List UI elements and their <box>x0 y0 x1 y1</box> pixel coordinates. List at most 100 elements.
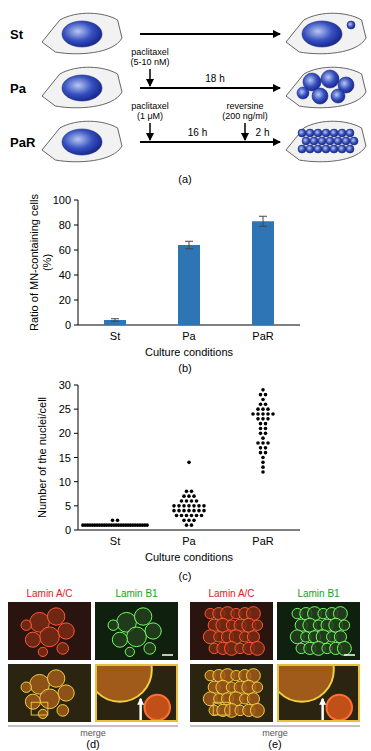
dot <box>172 504 176 508</box>
dot <box>266 417 270 421</box>
dot <box>202 504 206 508</box>
dot <box>261 407 265 411</box>
channel-label: Lamin B1 <box>297 588 340 599</box>
nucleus-blob <box>25 632 40 647</box>
plot-area <box>104 216 274 325</box>
dot <box>197 509 201 513</box>
nucleus <box>338 129 346 137</box>
dot <box>116 519 120 523</box>
dot <box>192 509 196 513</box>
y-tick <box>74 481 78 482</box>
x-axis <box>78 530 300 531</box>
nucleus <box>331 89 345 103</box>
y-tick-label: 0 <box>65 319 71 331</box>
pointer-arrow <box>139 699 142 721</box>
dot <box>264 432 268 436</box>
nucleus <box>298 129 306 137</box>
micrograph-bg <box>190 602 273 660</box>
channel-label: Lamin B1 <box>115 588 158 599</box>
y-axis <box>78 200 79 325</box>
zoom-frame <box>278 665 359 721</box>
y-axis-label: Ratio of MN-containing cells <box>28 194 40 331</box>
dot <box>190 514 194 518</box>
dot <box>261 465 265 469</box>
nucleus <box>322 145 330 153</box>
bar <box>178 245 200 325</box>
nucleus-blob <box>58 685 74 701</box>
dot <box>256 412 260 416</box>
nucleus-blob <box>250 703 264 717</box>
y-tick-label: 15 <box>59 452 71 464</box>
y-tick <box>74 300 78 301</box>
dot <box>187 509 191 513</box>
time-label: 18 h <box>205 73 224 84</box>
dot <box>177 509 181 513</box>
dot <box>190 523 194 527</box>
cell <box>42 67 122 108</box>
dot <box>182 494 186 498</box>
dot <box>251 412 255 416</box>
merge-label: merge <box>262 728 288 738</box>
dot <box>197 504 201 508</box>
dot <box>259 393 263 397</box>
dot <box>266 412 270 416</box>
dot <box>266 441 270 445</box>
error-cap <box>111 321 119 322</box>
dot <box>259 422 263 426</box>
dot <box>259 403 263 407</box>
dot <box>185 523 189 527</box>
error-bar <box>259 216 267 226</box>
nucleus <box>302 21 342 47</box>
nucleus-blob <box>127 627 147 647</box>
time-label: 2 h <box>256 127 270 138</box>
row-label: Pa <box>10 81 27 96</box>
dot <box>195 514 199 518</box>
error-cap <box>259 226 267 227</box>
arrow <box>140 87 280 89</box>
dot <box>175 514 179 518</box>
y-tick-label: 100 <box>53 194 71 206</box>
zoom-box <box>31 702 48 715</box>
nucleus <box>346 129 354 137</box>
cell <box>42 13 122 54</box>
dot <box>259 427 263 431</box>
channel-label: Lamin A/C <box>26 588 72 599</box>
cell <box>286 13 366 54</box>
y-axis-label: (%) <box>41 254 53 271</box>
bar <box>104 320 126 325</box>
dot <box>200 514 204 518</box>
figure: StPapaclitaxel(5-10 nM)18 hPaRpaclitaxel… <box>0 0 371 751</box>
dot <box>145 523 149 527</box>
bar <box>252 221 274 325</box>
micrograph <box>8 602 91 660</box>
nucleus <box>334 137 342 145</box>
scale-bar <box>162 654 173 656</box>
channel-label: Lamin A/C <box>208 588 254 599</box>
x-tick-label: PaR <box>252 330 273 342</box>
drug-arrow <box>244 123 246 140</box>
dot <box>180 514 184 518</box>
zoom-box <box>213 702 230 715</box>
x-tick-label: St <box>110 535 120 547</box>
nucleus <box>312 88 328 104</box>
dot <box>182 504 186 508</box>
nucleus-blob <box>250 641 264 655</box>
micrograph-bg <box>8 602 91 660</box>
pointer-arrow <box>321 699 324 721</box>
micrograph <box>95 664 178 722</box>
panel-label: (b) <box>178 362 191 374</box>
y-tick-label: 40 <box>59 269 71 281</box>
micronucleus-zoom <box>326 695 352 721</box>
arrow <box>140 33 280 35</box>
micrograph <box>190 664 273 722</box>
drug-name: paclitaxel <box>131 47 169 57</box>
micrograph-bg <box>277 602 360 660</box>
y-tick <box>74 457 78 458</box>
micronucleus-zoom <box>144 695 170 721</box>
dot <box>261 436 265 440</box>
x-tick-label: St <box>110 330 120 342</box>
nucleus-zoom <box>95 664 152 702</box>
y-tick-label: 20 <box>59 427 71 439</box>
panel-label: (d) <box>86 738 99 750</box>
nucleus-blob <box>58 623 74 639</box>
